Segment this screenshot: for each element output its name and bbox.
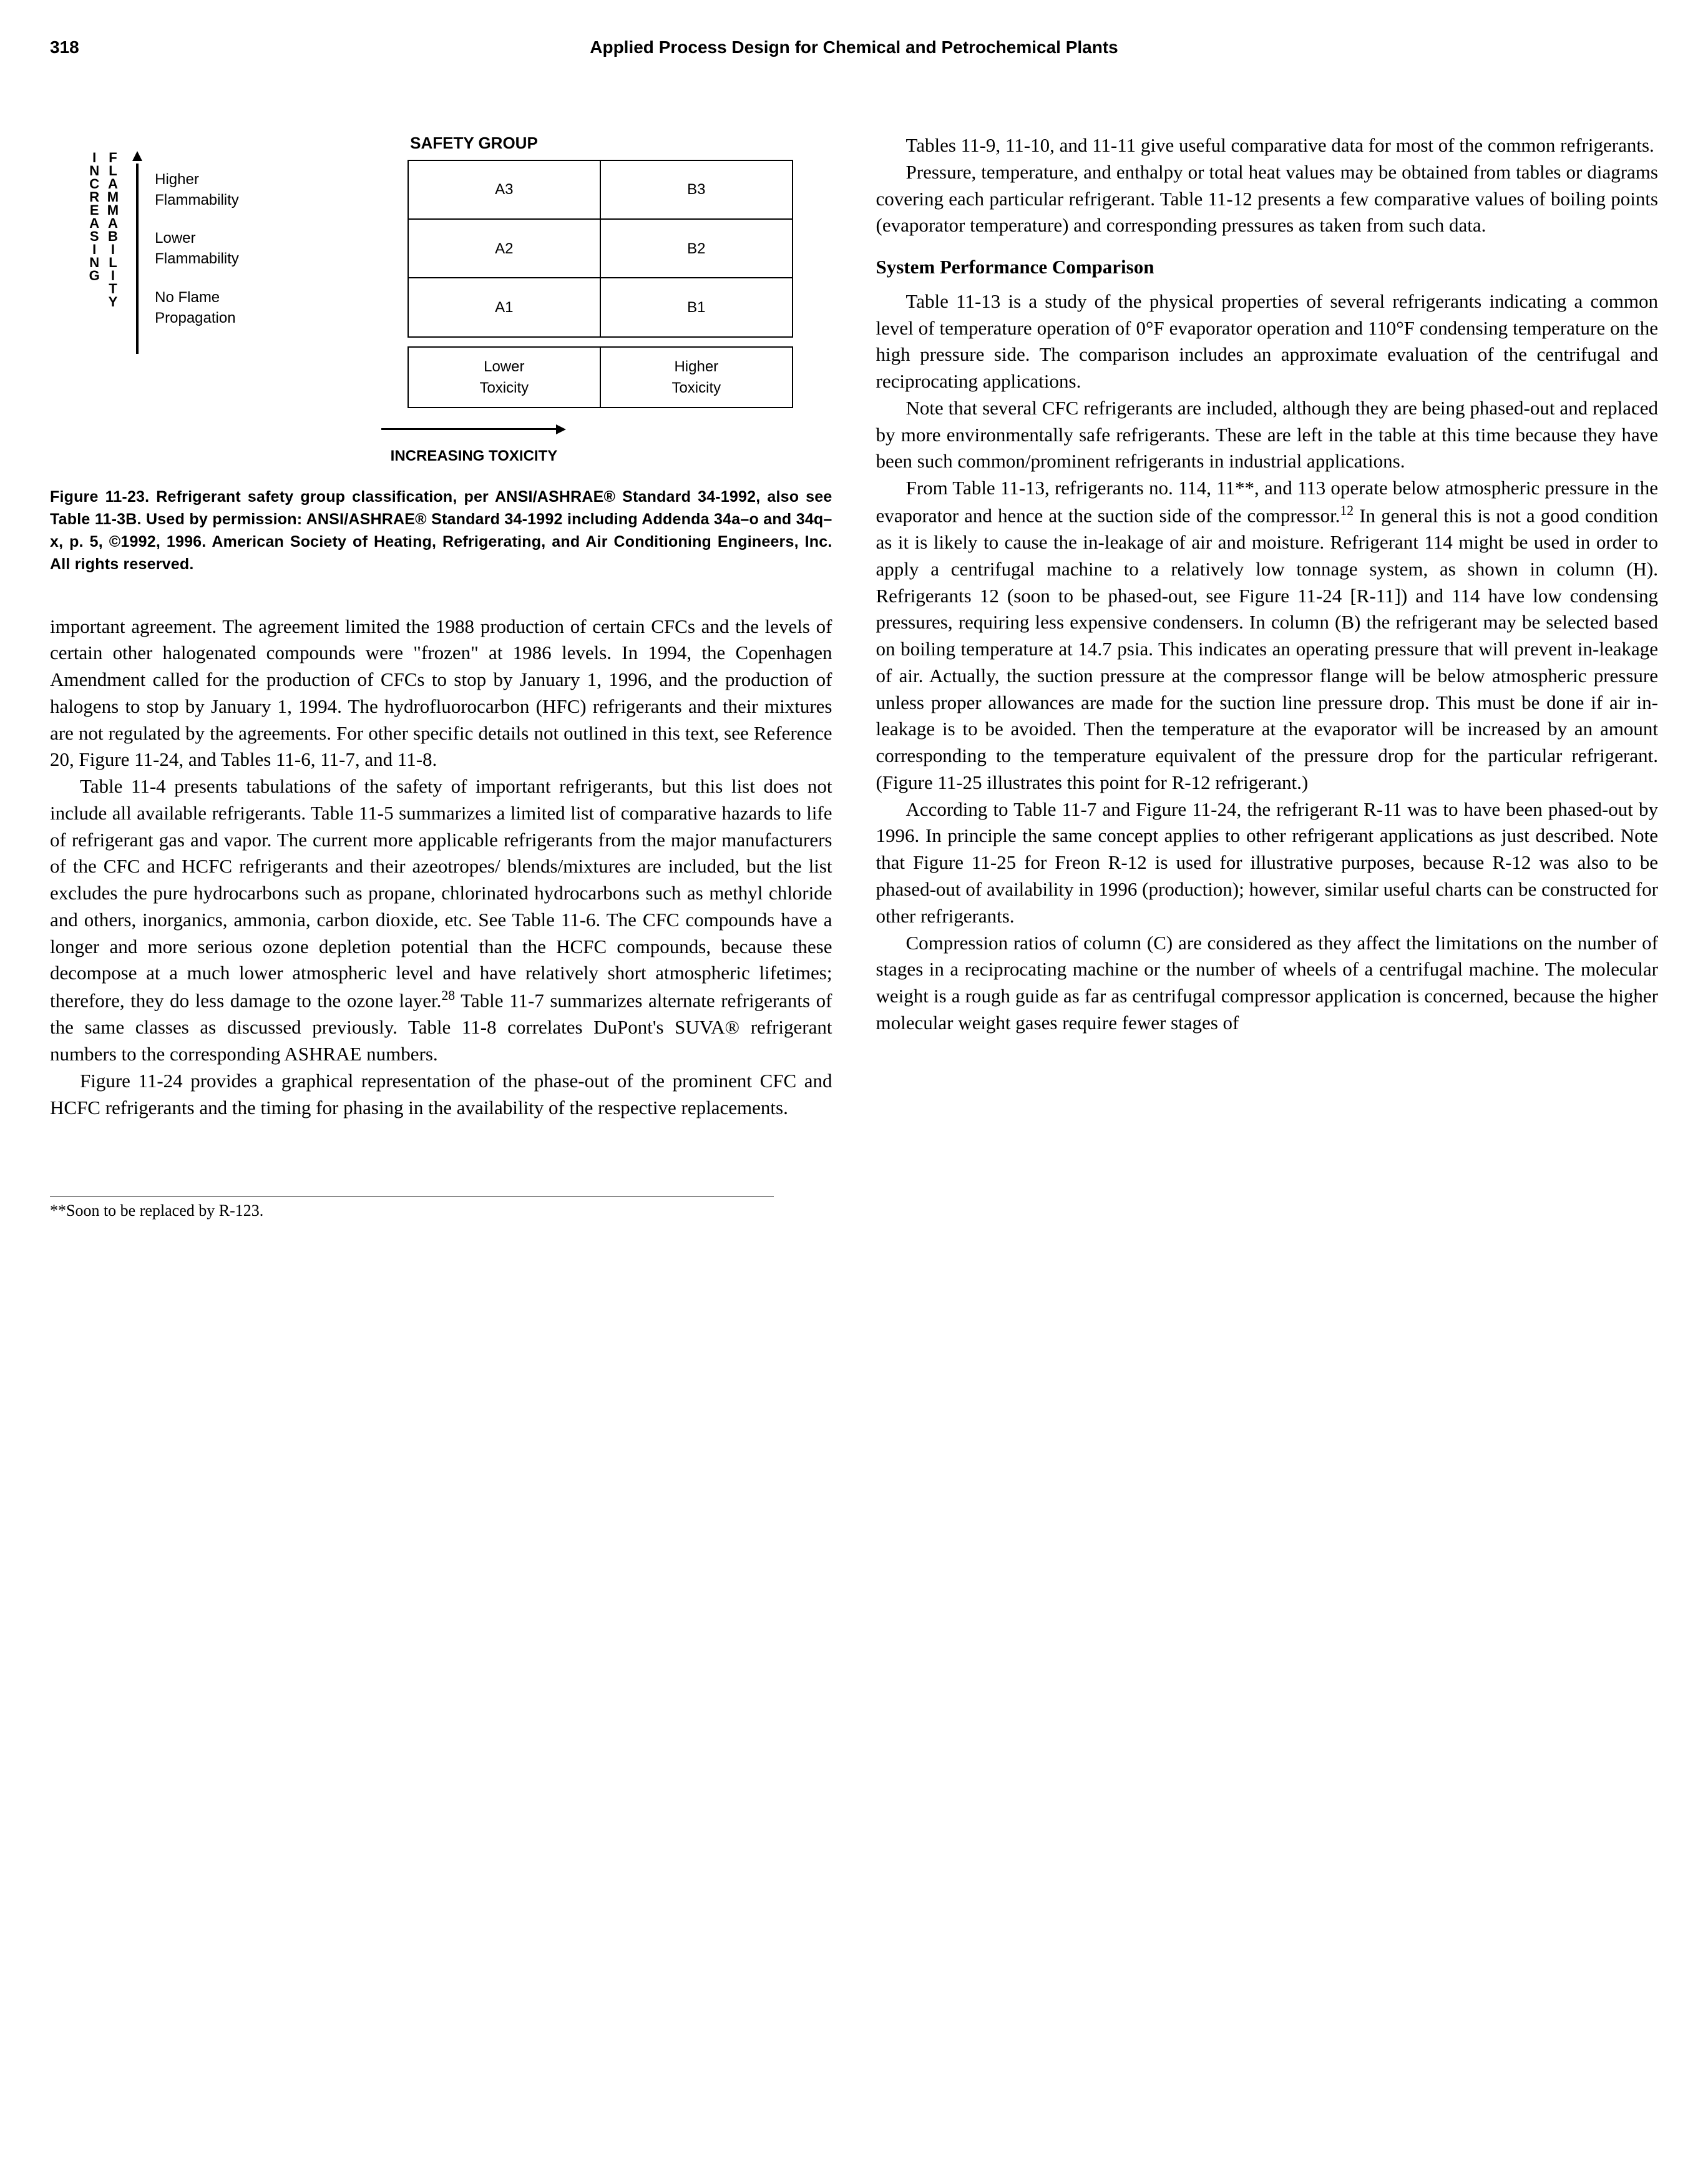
page-number: 318 [50,37,237,57]
safety-diagram: INCREASING FLAMMABILITY SAFETY GROUP [89,132,793,467]
left-p2: Table 11-4 presents tabulations of the s… [50,773,832,1068]
right-p4: Note that several CFC refrigerants are i… [876,395,1659,475]
cell-b3: B3 [600,160,793,219]
right-p7: Compression ratios of column (C) are con… [876,930,1659,1037]
book-title: Applied Process Design for Chemical and … [237,37,1471,57]
row-label-noflame: No Flame Propagation [155,278,408,337]
figure-11-23: INCREASING FLAMMABILITY SAFETY GROUP [50,132,832,576]
row-label-lower: Lower Flammability [155,219,408,278]
toxicity-row: Lower Toxicity Higher Toxicity [155,347,793,407]
page-header: 318 Applied Process Design for Chemical … [50,37,1658,57]
cell-b2: B2 [600,219,793,278]
content-area: INCREASING FLAMMABILITY SAFETY GROUP [50,132,1658,1121]
cell-lower-tox: Lower Toxicity [408,347,600,407]
left-p3: Figure 11-24 provides a graphical repres… [50,1068,832,1122]
row-label-higher: Higher Flammability [155,160,408,219]
axis-word-increasing: INCREASING [89,151,101,308]
footnote: **Soon to be replaced by R-123. [50,1196,774,1220]
cell-a3: A3 [408,160,600,219]
figure-caption: Figure 11-23. Refrigerant safety group c… [50,486,832,576]
right-p5: From Table 11-13, refrigerants no. 114, … [876,475,1659,796]
right-p3: Table 11-13 is a study of the physical p… [876,288,1659,395]
safety-row-higher: Higher Flammability A3 B3 [155,160,793,219]
safety-grid: Higher Flammability A3 B3 Lower Flammabi… [155,160,793,408]
right-p6: According to Table 11-7 and Figure 11-24… [876,796,1659,930]
axis-word-flammability: FLAMMABILITY [107,151,120,308]
safety-row-noflame: No Flame Propagation A1 B1 [155,278,793,337]
cell-b1: B1 [600,278,793,337]
right-p2: Pressure, temperature, and enthalpy or t… [876,159,1659,239]
toxicity-axis-label: INCREASING TOXICITY [155,446,793,466]
safety-group-title: SAFETY GROUP [155,132,793,155]
right-p1: Tables 11-9, 11-10, and 11-11 give usefu… [876,132,1659,159]
cell-a1: A1 [408,278,600,337]
cell-a2: A2 [408,219,600,278]
right-column: Tables 11-9, 11-10, and 11-11 give usefu… [876,132,1659,1121]
section-heading: System Performance Comparison [876,254,1659,281]
left-column: INCREASING FLAMMABILITY SAFETY GROUP [50,132,832,1121]
left-p1: important agreement. The agreement limit… [50,614,832,774]
toxicity-arrow: INCREASING TOXICITY [155,414,793,467]
flammability-axis: INCREASING FLAMMABILITY [89,132,120,308]
safety-row-lower: Lower Flammability A2 B2 [155,219,793,278]
flammability-arrow [132,132,142,354]
cell-higher-tox: Higher Toxicity [600,347,793,407]
